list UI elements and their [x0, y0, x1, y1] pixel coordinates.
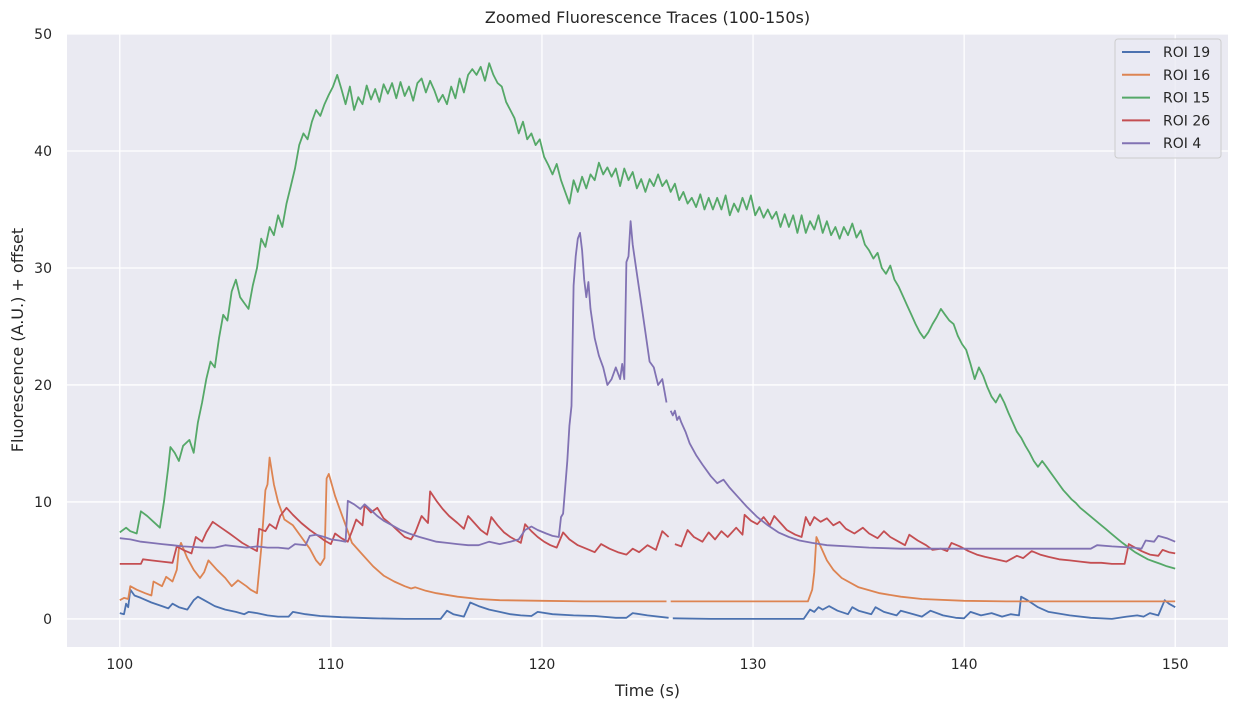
x-tick-label: 130 [740, 657, 767, 673]
y-tick-label: 0 [43, 612, 52, 628]
legend-label: ROI 15 [1163, 91, 1210, 107]
x-tick-label: 140 [951, 657, 978, 673]
legend-label: ROI 16 [1163, 68, 1210, 84]
y-tick-label: 10 [34, 495, 52, 511]
legend-label: ROI 4 [1163, 136, 1201, 152]
series-line-roi-19 [119, 588, 1176, 620]
series-line-roi-4 [119, 220, 1176, 550]
legend-label: ROI 19 [1163, 45, 1210, 61]
y-tick-label: 30 [34, 261, 52, 277]
x-tick-label: 150 [1162, 657, 1189, 673]
x-tick-labels: 100 110 120 130 140 150 [106, 657, 1188, 673]
plot-background [67, 34, 1228, 647]
legend: ROI 19 ROI 16 ROI 15 ROI 26 ROI 4 [1114, 38, 1222, 159]
series-lines [119, 62, 1176, 620]
x-tick-label: 100 [106, 657, 133, 673]
y-tick-label: 20 [34, 378, 52, 394]
y-axis-label: Fluorescence (A.U.) + offset [8, 228, 27, 452]
x-axis-label: Time (s) [614, 681, 680, 700]
legend-label: ROI 26 [1163, 113, 1210, 129]
series-line-roi-15 [119, 62, 1176, 570]
x-tick-label: 110 [317, 657, 344, 673]
series-line-roi-26 [119, 490, 1176, 565]
series-line-roi-16 [119, 456, 1176, 603]
legend-box [1114, 38, 1222, 159]
chart-title: Zoomed Fluorescence Traces (100-150s) [485, 8, 810, 27]
y-tick-label: 40 [34, 144, 52, 160]
y-tick-label: 50 [34, 27, 52, 43]
x-tick-label: 120 [529, 657, 556, 673]
y-tick-labels: 0 10 20 30 40 50 [34, 27, 52, 628]
